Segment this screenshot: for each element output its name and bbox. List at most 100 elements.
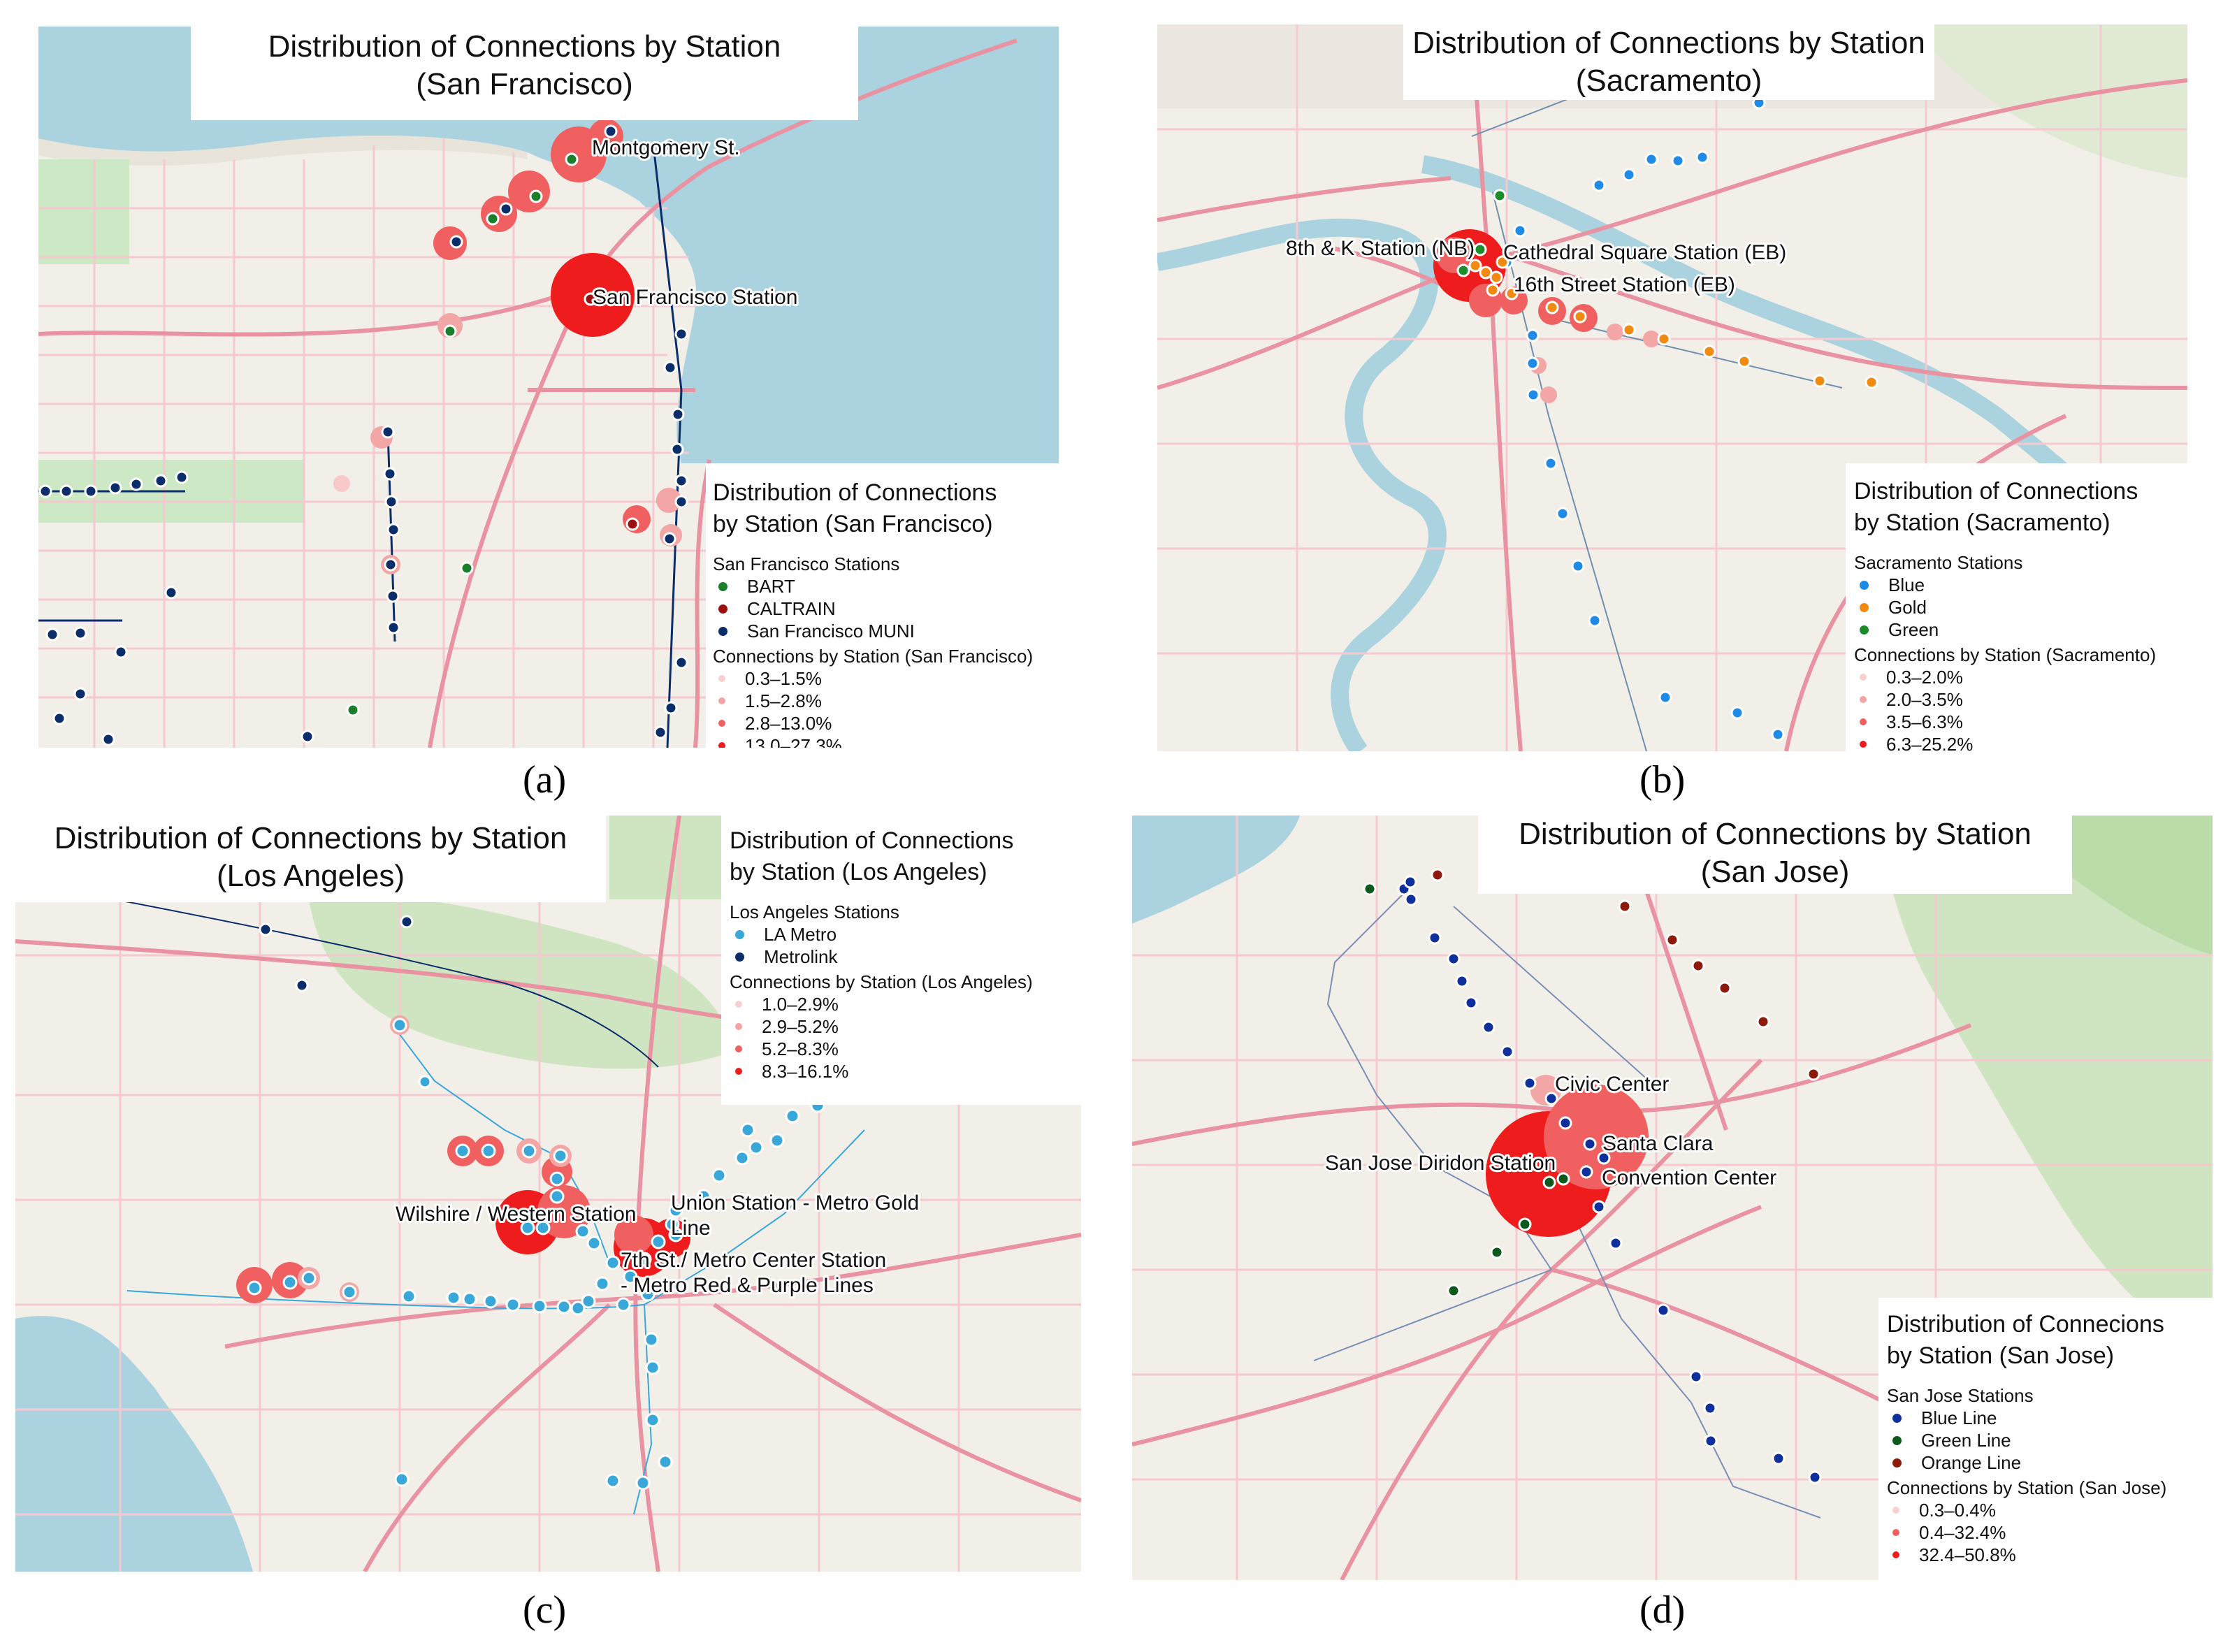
muni-station-dot: [386, 621, 400, 635]
legend-stations-heading: Sacramento Stations: [1854, 552, 2023, 573]
metro-station-dot: [785, 1108, 800, 1124]
muni-station-dot: [381, 425, 395, 439]
blue-dot-icon: [1860, 580, 1869, 590]
gold-station-dot: [1486, 283, 1500, 297]
legend-title: Distribution of Connections by Station (S…: [713, 479, 997, 537]
blue-station-dot: [1556, 507, 1570, 521]
muni-station-dot: [384, 558, 398, 572]
blue-line-dot: [1428, 931, 1442, 945]
blue-line-dot: [1772, 1451, 1786, 1465]
map-san-jose[interactable]: Civic Center Santa Clara San Jose Dirido…: [1132, 816, 2213, 1580]
gold-station-dot: [1468, 259, 1482, 273]
gold-station-dot: [1737, 354, 1751, 368]
label-7th-st: 7th St./ Metro Center Station: [621, 1249, 886, 1272]
foothills-park: [1873, 816, 2213, 1361]
label-8th-k: 8th & K Station (NB): [1286, 237, 1475, 260]
metro-station-dot: [570, 1300, 586, 1316]
muni-station-dot: [108, 481, 122, 495]
blue-station-dot: [1622, 168, 1636, 182]
legend-item-bart: BART: [713, 575, 1059, 597]
metro-station-dot: [505, 1297, 521, 1312]
title-sacramento: Distribution of Connections by Station (…: [1403, 24, 1934, 100]
metro-station-dot: [769, 1133, 785, 1148]
legend-item-muni: San Francisco MUNI: [713, 620, 1059, 642]
blue-line-dot: [1403, 875, 1417, 889]
bart-station-dot: [529, 189, 543, 203]
label-16th-street: 16th Street Station (EB): [1514, 273, 1735, 296]
muni-station-dot: [52, 711, 66, 725]
legend-range: 2.8–13.0%: [713, 712, 1059, 734]
legend-los-angeles: Distribution of Connections by Station (L…: [721, 816, 1081, 1105]
legend-range: 0.3–2.0%: [1854, 666, 2187, 688]
muni-station-dot: [663, 532, 676, 546]
metro-station-dot: [635, 1475, 651, 1491]
legend-san-jose: Distribution of Connecions by Station (Sa…: [1878, 1298, 2213, 1580]
shoreline: [38, 136, 528, 166]
gold-station-dot: [1545, 300, 1559, 314]
legend-range: 1.5–2.8%: [713, 690, 1059, 712]
range-dot-icon: [1860, 696, 1867, 703]
blue-line-dot: [1579, 1165, 1593, 1179]
bart-station-dot: [565, 152, 579, 166]
metro-station-dot: [535, 1220, 551, 1236]
range-dot-icon: [718, 675, 725, 682]
muni-station-dot: [45, 628, 59, 642]
green-station-dot: [1493, 189, 1507, 203]
metro-station-dot: [623, 1269, 638, 1284]
map-san-francisco[interactable]: San Francisco Station Montgomery St.: [38, 27, 1059, 748]
caption-c: (c): [523, 1588, 567, 1632]
metro-station-dot: [549, 1189, 565, 1204]
bubble: [1607, 324, 1623, 340]
legend-range: 2.0–3.5%: [1854, 688, 2187, 711]
legend-range: 0.4–32.4%: [1887, 1521, 2213, 1544]
muni-station-dot: [38, 484, 52, 498]
muni-station-dot: [154, 474, 168, 488]
blue-line-dot: [1597, 1151, 1611, 1165]
blue-station-dot: [1671, 154, 1685, 168]
legend-item-orange-line: Orange Line: [1887, 1451, 2213, 1474]
metrolink-dot-icon: [735, 952, 744, 962]
label-wilshire-western: Wilshire / Western Station: [396, 1203, 637, 1226]
muni-station-dot: [101, 732, 115, 746]
muni-station-dot: [664, 701, 678, 715]
metro-station-dot: [521, 1143, 537, 1159]
blue-line-dot: [1464, 996, 1478, 1010]
blue-line-dot: [1689, 1370, 1703, 1384]
label-convention-center: Convention Center: [1602, 1166, 1776, 1189]
station-dots: [73, 885, 862, 1491]
label-montgomery: Montgomery St.: [592, 136, 740, 159]
range-dot-icon: [1860, 741, 1867, 748]
metro-station-dot: [651, 1234, 666, 1249]
caltrain-station-dot: [584, 292, 598, 306]
legend-stations-heading: San Jose Stations: [1887, 1385, 2034, 1406]
blue-station-dot: [1771, 727, 1785, 741]
muni-station-dot: [674, 474, 688, 488]
metro-station-dot: [483, 1294, 498, 1309]
legend-range: 8.3–16.1%: [730, 1060, 1081, 1082]
metro-station-dot: [586, 1236, 602, 1251]
blue-line-dot-icon: [1892, 1413, 1902, 1423]
station-dots: [1363, 868, 1822, 1484]
blue-station-dot: [1592, 178, 1606, 192]
metro-station-dot: [645, 1412, 660, 1428]
orange-line-dot: [1756, 1015, 1770, 1029]
presidio-park: [38, 159, 129, 264]
label-san-francisco-station: San Francisco Station: [593, 286, 797, 309]
metro-station-dot: [392, 1017, 407, 1033]
muni-dot-icon: [718, 626, 727, 636]
legend-connections-heading: Connections by Station (Los Angeles): [730, 971, 1033, 992]
legend-range: 32.4–50.8%: [1887, 1544, 2213, 1566]
metro-station-dot: [401, 1289, 417, 1304]
legend-item-green-line: Green Line: [1887, 1429, 2213, 1451]
legend-range: 5.2–8.3%: [730, 1038, 1081, 1060]
station-dots: [1456, 96, 1878, 741]
range-dot-icon: [1892, 1551, 1899, 1558]
label-diridon: San Jose Diridon Station: [1325, 1152, 1556, 1175]
metro-station-dot: [637, 1252, 652, 1267]
panel-sacramento: 8th & K Station (NB) Cathedral Square St…: [1157, 24, 2187, 751]
blue-line-dot: [1583, 1137, 1597, 1151]
gold-station-dot: [1496, 255, 1509, 269]
legend-range: 0.3–0.4%: [1887, 1499, 2213, 1521]
legend-range: 13.0–27.3%: [713, 734, 1059, 748]
gold-station-dot: [1505, 287, 1519, 300]
